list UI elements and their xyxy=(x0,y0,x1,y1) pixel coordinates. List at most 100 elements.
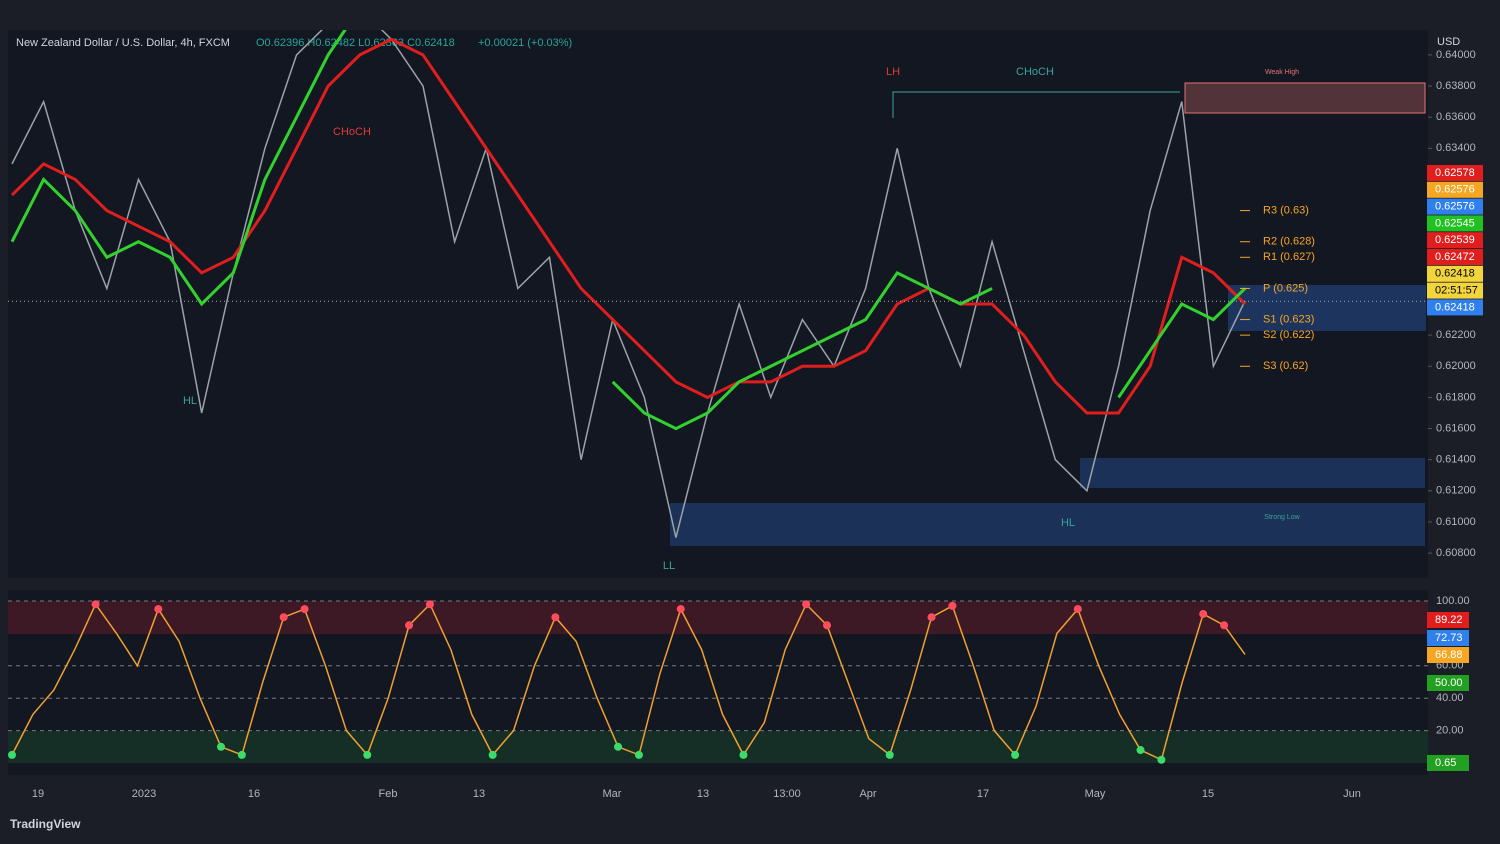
x-tick-label: 17 xyxy=(977,788,989,800)
osc-dot xyxy=(823,621,832,630)
x-tick-label: 16 xyxy=(248,788,260,800)
osc-badge xyxy=(1427,647,1469,663)
price-badge-label: 0.62418 xyxy=(1435,268,1475,280)
osc-dot xyxy=(739,750,748,759)
x-tick-label: 13 xyxy=(473,788,485,800)
osc-dot xyxy=(1073,605,1082,614)
osc-dot xyxy=(425,600,434,609)
y-tick-label: 40.00 xyxy=(1436,692,1464,704)
osc-badge-label: 72.73 xyxy=(1435,632,1463,644)
y-tick-label: 100.00 xyxy=(1436,595,1470,607)
osc-dot xyxy=(363,750,372,759)
osc-dot xyxy=(1011,750,1020,759)
y-tick-label: 0.63800 xyxy=(1436,80,1476,92)
choch-line xyxy=(892,91,1180,118)
annotation: Weak High xyxy=(1265,69,1299,76)
osc-badge xyxy=(1427,675,1469,691)
annotation: CHoCH xyxy=(1016,66,1054,78)
price-badge-label: 0.62418 xyxy=(1435,301,1475,313)
currency: USD xyxy=(1437,36,1460,48)
y-tick-label: 0.63400 xyxy=(1436,142,1476,154)
y-tick-label: 0.61000 xyxy=(1436,516,1476,528)
series-line xyxy=(11,30,1246,538)
annotation: LH xyxy=(886,66,900,78)
osc-dot xyxy=(676,605,685,614)
osc-dot xyxy=(216,742,225,751)
price-badge xyxy=(1427,299,1483,316)
price-badge-label: 02:51:57 xyxy=(1435,285,1478,297)
series-line xyxy=(611,270,993,431)
price-badge-label: 0.62472 xyxy=(1435,251,1475,263)
price-badge xyxy=(1427,215,1483,232)
y-tick-label: 0.61400 xyxy=(1436,454,1476,466)
osc-dot xyxy=(237,750,246,759)
y-tick-label: 0.61200 xyxy=(1436,485,1476,497)
pivot-label: R1 (0.627) xyxy=(1263,251,1315,263)
osc-dot xyxy=(634,750,643,759)
supply-zone xyxy=(1184,82,1426,114)
osc-dot xyxy=(300,605,309,614)
osc-dot xyxy=(1157,755,1166,764)
price-badge-label: 0.62576 xyxy=(1435,184,1475,196)
pivot-label: S2 (0.622) xyxy=(1263,329,1314,341)
price-pane xyxy=(8,30,1428,578)
osc-dot xyxy=(279,613,288,622)
pivot-label: R3 (0.63) xyxy=(1263,204,1309,216)
price-badge-label: 0.62578 xyxy=(1435,167,1475,179)
annotation: Strong Low xyxy=(1264,514,1300,521)
change: +0.00021 (+0.03%) xyxy=(478,37,572,49)
overbought-band xyxy=(8,601,1428,634)
osc-dot xyxy=(154,605,163,614)
y-tick-label: 0.62000 xyxy=(1436,360,1476,372)
osc-dot xyxy=(1220,621,1229,630)
osc-badge-label: 66.88 xyxy=(1435,649,1463,661)
x-tick-label: Jun xyxy=(1343,788,1361,800)
pivot-label: P (0.625) xyxy=(1263,282,1308,294)
osc-dot xyxy=(551,613,560,622)
osc-dot xyxy=(8,750,16,759)
demand-zone xyxy=(670,503,1425,546)
price-badge xyxy=(1427,165,1483,181)
osc-dot xyxy=(927,613,936,622)
x-tick-label: 19 xyxy=(32,788,44,800)
pivot-label: S1 (0.623) xyxy=(1263,313,1314,325)
y-tick-label: 20.00 xyxy=(1436,725,1464,737)
plot xyxy=(10,30,1247,538)
osc-dot xyxy=(948,601,957,610)
price-badge-label: 0.62576 xyxy=(1435,201,1475,213)
annotation: CHoCH xyxy=(333,126,371,138)
logo: TradingView xyxy=(10,817,81,831)
ohlc: O0.62396 H0.62482 L0.62363 C0.62418 xyxy=(256,37,455,49)
osc-dot xyxy=(802,600,811,609)
y-tick-label: 0.63600 xyxy=(1436,111,1476,123)
osc-badge-label: 89.22 xyxy=(1435,614,1463,626)
x-tick-label: Apr xyxy=(859,788,876,800)
order-block xyxy=(1228,285,1426,331)
x-tick-label: 13:00 xyxy=(773,788,801,800)
osc-badge-label: 0.65 xyxy=(1435,757,1456,769)
osc-dot xyxy=(1199,609,1208,618)
x-tick-label: 15 xyxy=(1202,788,1214,800)
x-tick-label: May xyxy=(1085,788,1106,800)
x-tick-label: 2023 xyxy=(132,788,156,800)
osc-dot xyxy=(614,742,623,751)
y-tick-label: 0.62200 xyxy=(1436,329,1476,341)
y-tick-label: 0.61600 xyxy=(1436,422,1476,434)
price-badge xyxy=(1427,181,1483,198)
osc-dot xyxy=(488,750,497,759)
price-badge xyxy=(1427,198,1483,215)
price-badge xyxy=(1427,249,1483,265)
osc-dot xyxy=(885,750,894,759)
pivot-label: R2 (0.628) xyxy=(1263,236,1315,248)
osc-line xyxy=(11,602,1246,761)
annotation: HL xyxy=(183,395,197,407)
price-badge xyxy=(1427,232,1483,249)
x-tick-label: 13 xyxy=(697,788,709,800)
demand-zone xyxy=(1080,458,1425,488)
price-badge xyxy=(1427,282,1483,299)
osc-badge xyxy=(1427,630,1469,646)
x-tick-label: Mar xyxy=(603,788,622,800)
osc-badge-label: 50.00 xyxy=(1435,677,1463,689)
